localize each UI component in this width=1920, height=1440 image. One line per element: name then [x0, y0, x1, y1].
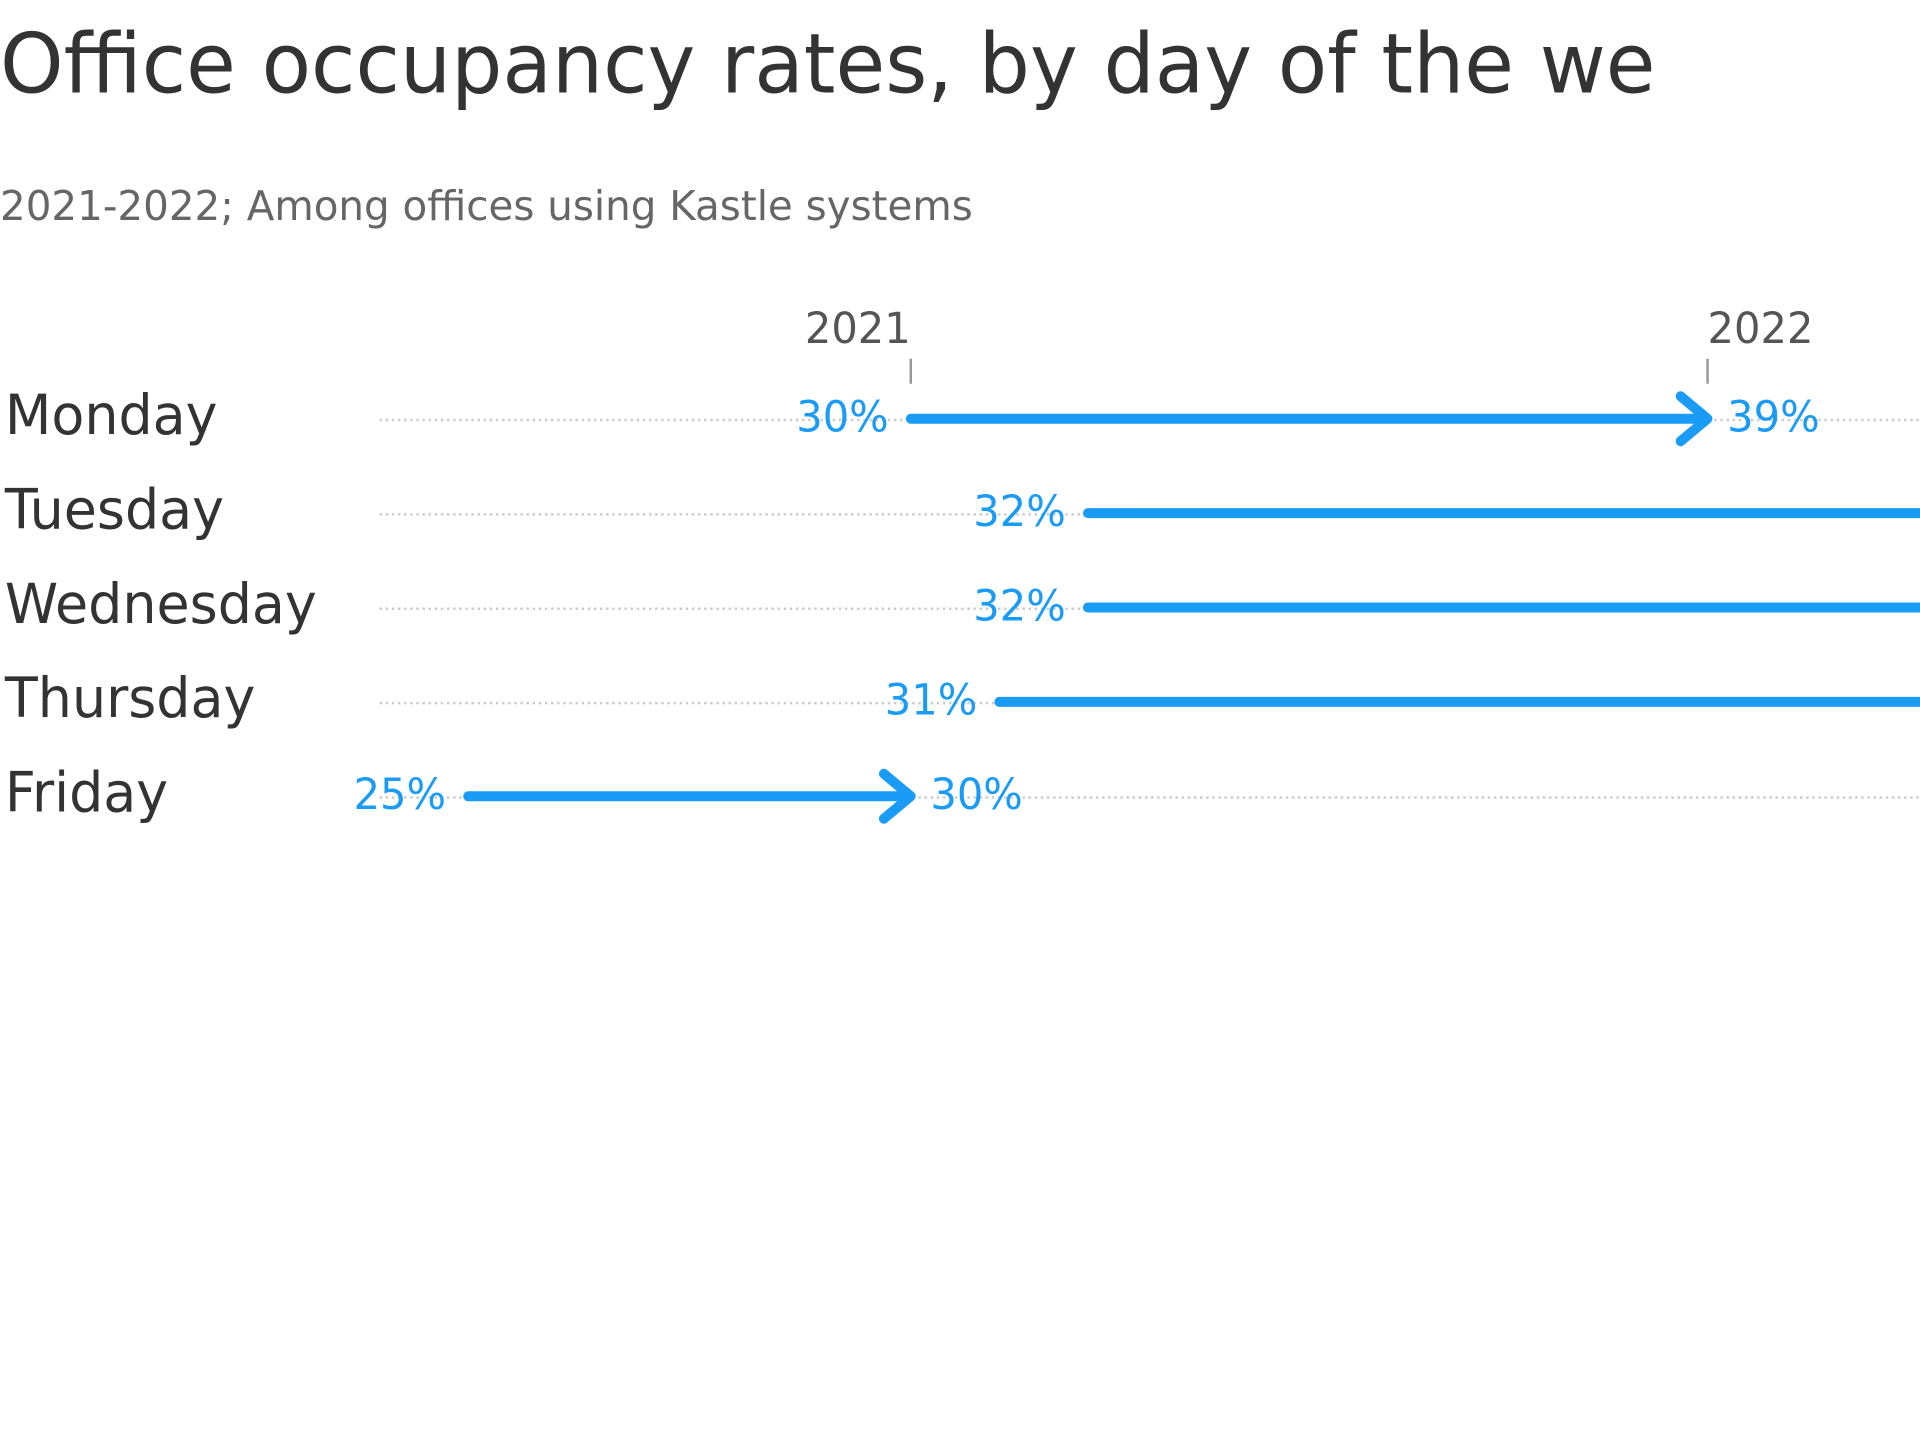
value-label: 31% — [885, 675, 978, 725]
value-label: 32% — [973, 487, 1066, 537]
category-label: Thursday — [4, 666, 256, 731]
category-label: Wednesday — [5, 571, 317, 636]
chart-title: Office occupancy rates, by day of the we — [0, 17, 1656, 113]
arrow-head — [878, 768, 916, 824]
period-label: 2021 — [805, 303, 911, 353]
arrow-head — [1675, 391, 1713, 447]
value-label: 32% — [973, 581, 1066, 631]
value-label: 30% — [930, 770, 1023, 820]
category-label: Friday — [5, 760, 168, 825]
value-label: 25% — [354, 770, 447, 820]
chart-subtitle: 2021-2022; Among offices using Kastle sy… — [0, 181, 973, 229]
value-label: 30% — [796, 392, 889, 442]
period-label: 2022 — [1708, 303, 1814, 353]
category-label: Tuesday — [4, 477, 224, 542]
value-label: 39% — [1727, 392, 1820, 442]
category-label: Monday — [5, 383, 218, 448]
